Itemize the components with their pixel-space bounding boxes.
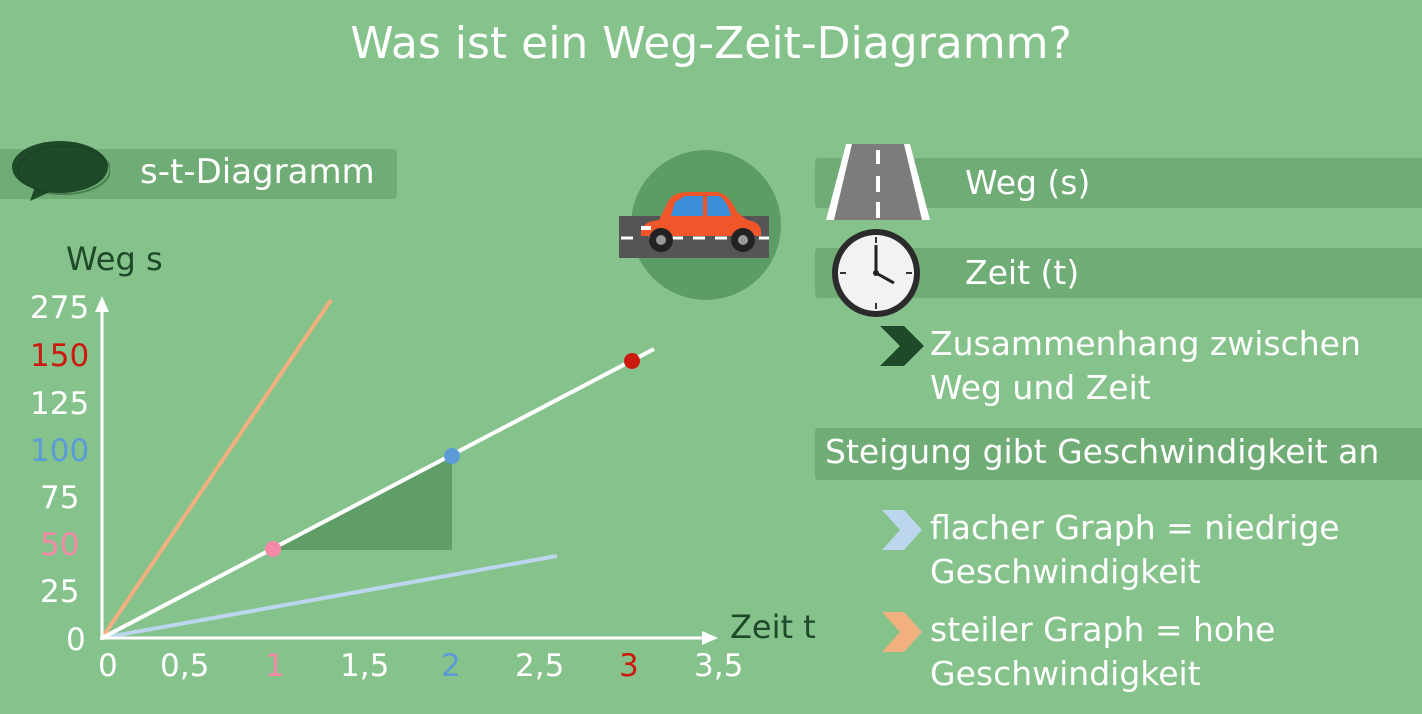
y-axis-label: Weg s [66,240,163,278]
medium-graph-line [101,347,655,640]
speech-bubble-icon [12,141,110,201]
flach-line2: Geschwindigkeit [930,552,1201,591]
zeit-label: Zeit (t) [965,253,1080,292]
x-axis-arrow [702,631,718,645]
point-blue [444,448,460,464]
point-pink [265,541,281,557]
steigung-label: Steigung gibt Geschwindigkeit an [825,432,1380,471]
chevron-lightblue-icon [882,510,922,550]
x-axis-label: Zeit t [730,608,816,646]
car-icon [619,192,769,258]
x-tick-label: 0,5 [160,648,210,684]
y-tick-label: 50 [40,527,80,563]
y-tick-label: 275 [30,290,90,326]
weg-label: Weg (s) [965,163,1091,202]
x-tick-label: 1 [265,648,285,684]
x-tick-label: 2 [441,648,461,684]
page-title: Was ist ein Weg-Zeit-Diagramm? [350,18,1072,69]
y-tick-label: 75 [40,480,80,516]
steigung-bar [815,428,1422,480]
x-tick-label: 1,5 [340,648,390,684]
point-red [624,353,640,369]
badge-label: s-t-Diagramm [140,152,375,192]
clock-icon [832,229,920,317]
zusammenhang-line2: Weg und Zeit [930,368,1151,407]
x-tick-label: 3,5 [694,648,744,684]
x-tick-label: 2,5 [515,648,565,684]
y-tick-label: 125 [30,386,90,422]
steil-line1: steiler Graph = hohe [930,610,1276,649]
y-axis-arrow [95,296,109,312]
steep-graph-line [100,298,333,640]
chevron-orange-icon [882,612,922,652]
y-tick-label: 100 [30,433,90,469]
y-tick-label: 25 [40,574,80,610]
x-tick-label: 3 [619,648,639,684]
x-tick-label: 0 [98,648,118,684]
zusammenhang-line1: Zusammenhang zwischen [930,324,1361,363]
steil-line2: Geschwindigkeit [930,654,1201,693]
chevron-dark-icon [880,326,924,366]
flach-line1: flacher Graph = niedrige [930,508,1340,547]
flat-graph-line [101,554,558,640]
y-tick-label: 150 [30,338,90,374]
road-icon [826,144,930,220]
y-tick-label: 0 [66,622,86,658]
